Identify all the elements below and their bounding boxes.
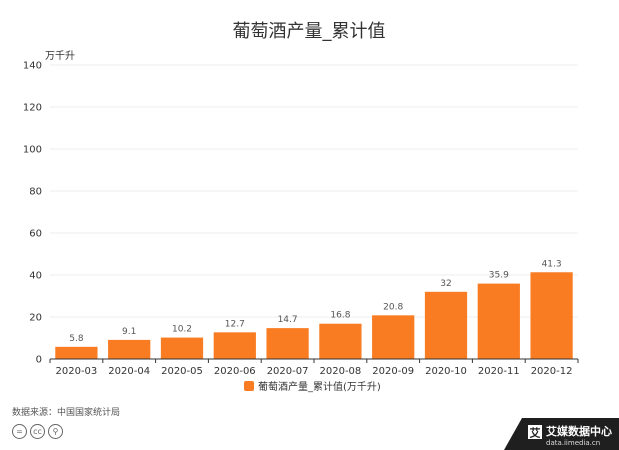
- data-label: 9.1: [122, 327, 136, 337]
- cc-icon: cc: [30, 424, 45, 439]
- y-axis-label: 万千升: [45, 50, 75, 62]
- y-tick-label: 80: [29, 187, 42, 198]
- y-tick-label: 20: [29, 313, 42, 324]
- bar: [424, 291, 468, 359]
- y-tick-label: 140: [23, 61, 42, 72]
- y-tick-label: 60: [29, 229, 42, 240]
- x-axis-ticks: 2020-03 2020-04 2020-05 2020-06 2020-07 2020-…: [49, 359, 579, 377]
- brand-logo: 艾 艾媒数据中心 data.iimedia.cn: [504, 418, 619, 450]
- data-label: 16.8: [330, 311, 350, 321]
- chart-title: 葡萄酒产量_累计值: [233, 21, 386, 42]
- bar: [55, 346, 98, 359]
- data-label: 5.8: [69, 334, 84, 344]
- data-label: 32: [440, 279, 451, 289]
- logo-brand-url: data.iimedia.cn: [546, 439, 600, 447]
- y-tick-label: 40: [29, 271, 42, 282]
- bar: [266, 328, 309, 359]
- bar: [108, 339, 151, 359]
- data-source: 数据来源：中国国家统计局: [12, 408, 121, 418]
- data-label: 35.9: [489, 271, 509, 281]
- data-label: 12.7: [225, 319, 245, 329]
- data-labels: 5.8 9.1 10.2 12.7 14.7 16.8 20.8 32 35.9 41.3: [69, 259, 561, 344]
- bar: [477, 283, 520, 359]
- x-tick-label: 2020-12: [531, 366, 573, 377]
- equals-icon: =: [12, 424, 27, 439]
- data-label: 14.7: [278, 315, 298, 325]
- y-tick-label: 0: [36, 355, 42, 366]
- bar-chart: 葡萄酒产量_累计值 万千升 0 20 40 60 80 100 120 140 5.8 9.1 1…: [23, 21, 579, 393]
- legend[interactable]: 葡萄酒产量_累计值(万千升): [244, 380, 381, 393]
- x-tick-label: 2020-11: [478, 366, 520, 377]
- y-tick-label: 100: [23, 145, 42, 156]
- data-label: 41.3: [542, 259, 562, 269]
- x-tick-label: 2020-08: [320, 366, 362, 377]
- legend-label: 葡萄酒产量_累计值(万千升): [258, 380, 381, 393]
- x-tick-label: 2020-05: [161, 366, 203, 377]
- license-icons: = cc ⚲: [12, 424, 63, 439]
- bar: [213, 332, 256, 359]
- x-tick-label: 2020-04: [108, 366, 150, 377]
- logo-brand-name: 艾媒数据中心: [546, 424, 612, 438]
- x-tick-label: 2020-10: [425, 366, 467, 377]
- y-axis-ticks: 0 20 40 60 80 100 120 140: [23, 61, 42, 366]
- legend-swatch: [244, 381, 254, 391]
- x-tick-label: 2020-03: [56, 366, 98, 377]
- bars: [55, 272, 573, 359]
- person-icon: ⚲: [48, 424, 63, 439]
- bar: [530, 272, 573, 359]
- data-label: 10.2: [172, 325, 192, 335]
- y-tick-label: 120: [23, 103, 42, 114]
- logo-mark: 艾: [530, 426, 541, 440]
- gridlines: [50, 64, 578, 318]
- logo-mark-box: [528, 425, 542, 439]
- x-tick-label: 2020-06: [214, 366, 256, 377]
- x-tick-label: 2020-09: [372, 366, 414, 377]
- bar: [319, 323, 362, 359]
- data-label: 20.8: [383, 302, 403, 312]
- bar: [372, 315, 415, 359]
- x-tick-label: 2020-07: [267, 366, 309, 377]
- bar: [160, 337, 204, 359]
